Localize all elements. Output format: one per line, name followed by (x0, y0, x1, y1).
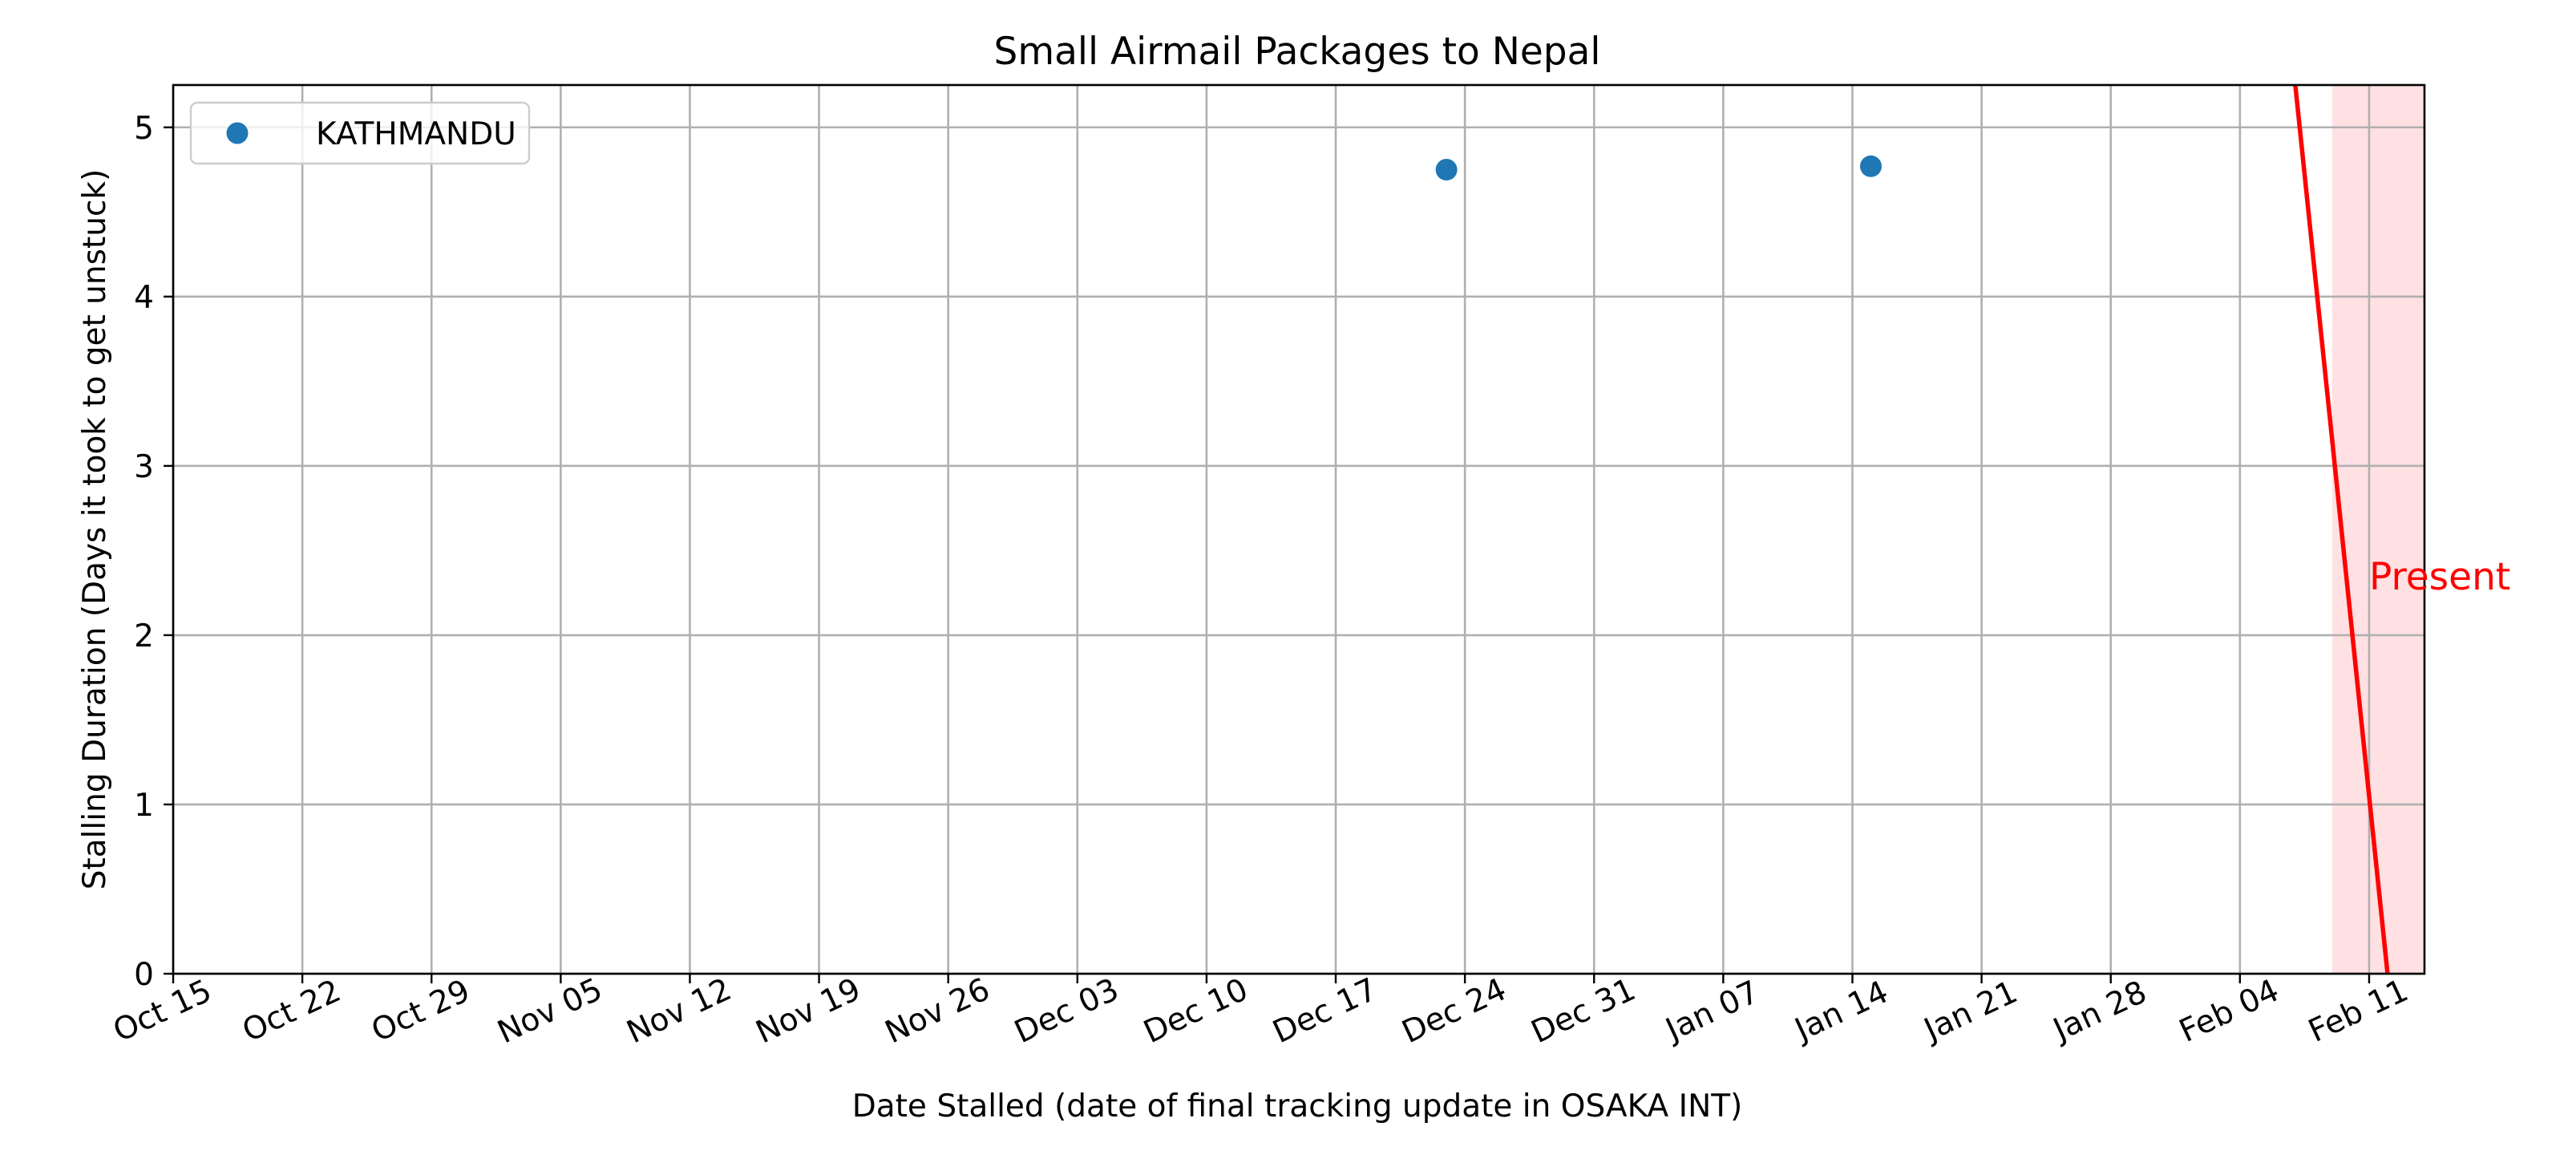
y-tick-label: 0 (134, 957, 154, 993)
y-tick-label: 1 (134, 788, 154, 824)
chart-title: Small Airmail Packages to Nepal (994, 30, 1601, 74)
y-tick-label: 5 (134, 111, 154, 147)
present-line (2293, 85, 2390, 974)
legend-marker (226, 122, 249, 144)
y-tick-label: 3 (134, 449, 154, 485)
data-point (1435, 159, 1458, 181)
legend-label: KATHMANDU (316, 116, 516, 152)
present-annotation: Present (2369, 555, 2510, 599)
present-region (2331, 85, 2424, 974)
x-axis-label: Date Stalled (date of final tracking upd… (852, 1088, 1743, 1125)
legend-box (189, 101, 531, 165)
data-point (1860, 155, 1882, 177)
legend: KATHMANDU (189, 101, 531, 165)
y-tick-label: 4 (134, 280, 154, 316)
plot-frame (172, 83, 2426, 975)
y-axis-label: Stalling Duration (Days it took to get u… (77, 169, 113, 890)
y-tick-label: 2 (134, 618, 154, 655)
